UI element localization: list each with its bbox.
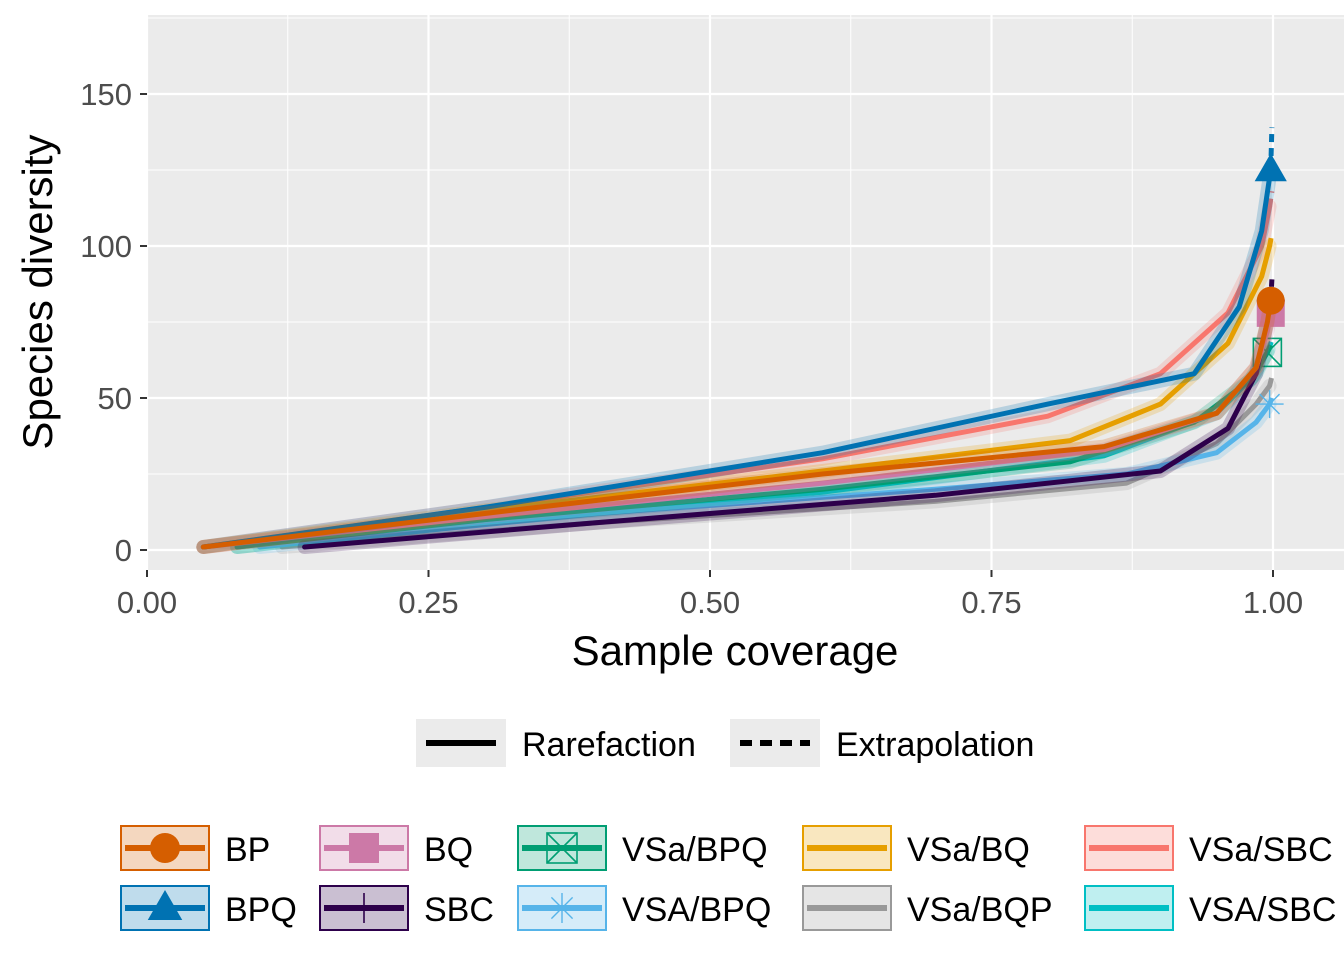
x-axis-title: Sample coverage [572, 627, 899, 674]
legend-item-vsa-sbc: VSA/SBC [1084, 885, 1336, 931]
method-legend-label: Rarefaction [522, 726, 696, 764]
legend-label: VSa/BQP [907, 891, 1053, 929]
legend-item-vsa-bqp: VSa/BQP [802, 885, 1053, 931]
x-tick-label: 0.75 [961, 585, 1021, 620]
method-legend-item: Rarefaction [416, 719, 696, 767]
method-legend-item: Extrapolation [730, 719, 1034, 767]
x-tick-label: 1.00 [1243, 585, 1303, 620]
x-tick-label: 0.50 [680, 585, 740, 620]
y-axis-title: Species diversity [14, 134, 61, 449]
series-marker [1255, 390, 1284, 419]
legend-label: BQ [424, 831, 473, 869]
series-marker [546, 832, 578, 864]
legend-label: SBC [424, 891, 494, 929]
series-marker [349, 893, 379, 923]
legend-label: VSa/SBC [1189, 831, 1333, 869]
rarefaction-line [200, 243, 1273, 550]
series-marker [147, 890, 183, 920]
legend-item-vsa-sbc: VSa/SBC [1084, 825, 1333, 871]
legend-label: VSa/BQ [907, 831, 1030, 869]
extrapolation-line [1267, 233, 1275, 247]
y-tick-label: 150 [80, 77, 132, 112]
legend-item-sbc: SBC [319, 885, 494, 931]
legend-item-bp: BP [120, 825, 270, 871]
rarefaction-line [200, 167, 1274, 550]
extrapolation-line [1267, 376, 1275, 387]
axes: 0.00 0.25 0.50 0.75 1.00 0 50 100 150 [80, 77, 1303, 620]
legend-label: BP [225, 831, 270, 869]
series-bpq [196, 127, 1287, 554]
y-tick-label: 0 [115, 533, 132, 568]
series-marker [1254, 153, 1287, 182]
series-vsa-bq [196, 233, 1277, 554]
series-marker [547, 893, 577, 923]
legend-label: VSA/SBC [1189, 891, 1336, 929]
method-legend: Rarefaction Extrapolation [416, 719, 1034, 767]
legend-item-vsa-bq: VSa/BQ [802, 825, 1030, 871]
series-marker [1256, 286, 1285, 315]
legend-item-vsa-bpq: VSa/BPQ [517, 825, 768, 871]
y-tick-label: 100 [80, 229, 132, 264]
series-marker [150, 833, 180, 863]
legend-item-bq: BQ [319, 825, 473, 871]
series-legend: BP BPQ BQ SBC VSa/BPQ VSA/BPQ VSa/BQ VSa/BQP VSa… [120, 825, 1336, 931]
series-marker [349, 833, 379, 863]
method-legend-label: Extrapolation [836, 726, 1034, 764]
x-tick-label: 0.25 [398, 585, 458, 620]
y-tick-label: 50 [98, 381, 132, 416]
extrapolation-line [1267, 190, 1275, 207]
series-lines [196, 127, 1287, 554]
x-tick-label: 0.00 [117, 585, 177, 620]
legend-item-vsa-bpq: VSA/BPQ [517, 885, 771, 931]
legend-label: VSa/BPQ [622, 831, 768, 869]
legend-label: VSA/BPQ [622, 891, 771, 929]
legend-label: BPQ [225, 891, 297, 929]
series-bp [196, 286, 1285, 554]
legend-item-bpq: BPQ [120, 885, 297, 931]
rarefaction-line [200, 298, 1274, 550]
